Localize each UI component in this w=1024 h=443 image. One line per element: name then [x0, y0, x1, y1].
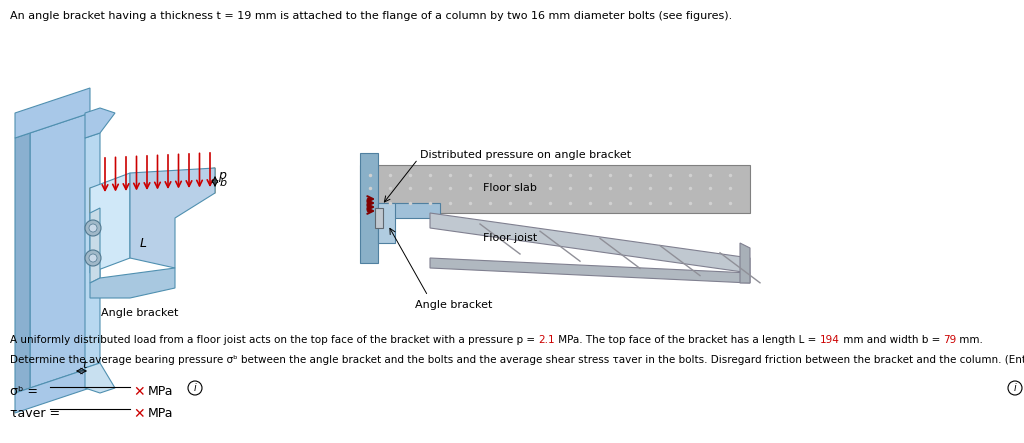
Text: Angle bracket: Angle bracket	[415, 300, 493, 310]
Text: 194: 194	[819, 335, 840, 345]
Polygon shape	[15, 88, 90, 138]
Text: ✕: ✕	[133, 385, 144, 399]
Text: An angle bracket having a thickness t = 19 mm is attached to the flange of a col: An angle bracket having a thickness t = …	[10, 11, 732, 21]
Circle shape	[89, 224, 97, 232]
Polygon shape	[378, 203, 395, 243]
Text: b: b	[220, 178, 227, 188]
Text: Floor joist: Floor joist	[483, 233, 538, 243]
Polygon shape	[378, 203, 440, 218]
Text: 79: 79	[943, 335, 956, 345]
Polygon shape	[85, 363, 115, 393]
Bar	[360, 165, 750, 213]
Polygon shape	[90, 168, 215, 213]
Circle shape	[85, 220, 101, 236]
Text: MPa: MPa	[148, 407, 173, 420]
Text: L: L	[140, 237, 147, 249]
Text: Distributed pressure on angle bracket: Distributed pressure on angle bracket	[420, 150, 631, 160]
Text: t: t	[82, 360, 86, 370]
Polygon shape	[15, 368, 90, 413]
Text: mm and width b =: mm and width b =	[840, 335, 943, 345]
Polygon shape	[740, 243, 750, 283]
Circle shape	[1008, 381, 1022, 395]
Bar	[375, 208, 383, 228]
Polygon shape	[85, 133, 100, 368]
Text: mm.: mm.	[956, 335, 983, 345]
Circle shape	[188, 381, 202, 395]
Polygon shape	[360, 153, 378, 263]
Text: Floor slab: Floor slab	[483, 183, 537, 193]
Polygon shape	[90, 208, 100, 283]
Polygon shape	[85, 108, 115, 138]
Polygon shape	[90, 268, 175, 298]
Polygon shape	[130, 168, 215, 268]
Text: 2.1: 2.1	[539, 335, 555, 345]
Polygon shape	[430, 213, 750, 273]
Polygon shape	[15, 133, 30, 393]
Text: Determine the average bearing pressure σᵇ between the angle bracket and the bolt: Determine the average bearing pressure σ…	[10, 355, 1024, 365]
Polygon shape	[430, 258, 750, 283]
Circle shape	[85, 250, 101, 266]
Polygon shape	[90, 173, 130, 273]
Text: σᵇ =: σᵇ =	[10, 385, 38, 398]
Text: Angle bracket: Angle bracket	[101, 308, 178, 318]
Text: τaver =: τaver =	[10, 407, 60, 420]
Text: p: p	[218, 168, 226, 182]
Text: i: i	[194, 383, 197, 393]
Polygon shape	[30, 113, 90, 388]
Text: i: i	[1014, 383, 1017, 393]
Text: MPa. The top face of the bracket has a length L =: MPa. The top face of the bracket has a l…	[555, 335, 819, 345]
Circle shape	[89, 254, 97, 262]
Text: A uniformly distributed load from a floor joist acts on the top face of the brac: A uniformly distributed load from a floo…	[10, 335, 539, 345]
Text: MPa: MPa	[148, 385, 173, 398]
Text: ✕: ✕	[133, 407, 144, 421]
